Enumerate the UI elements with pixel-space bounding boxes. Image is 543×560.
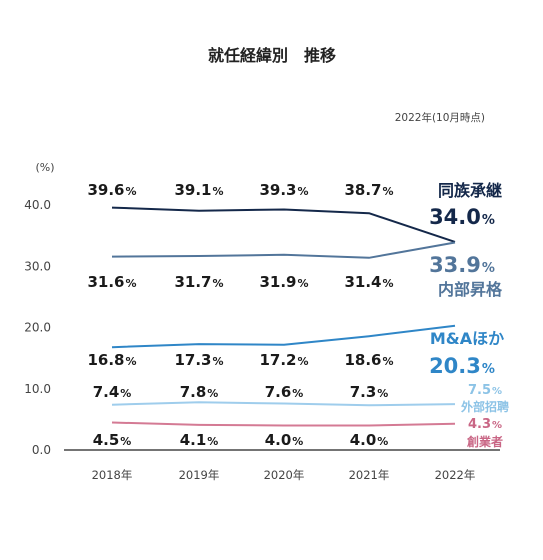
data-label: 7.4% [93,383,132,401]
x-tick-label: 2022年 [435,468,476,482]
data-label: 7.6% [265,383,304,401]
data-labels: 39.6% 39.1% 39.3% 38.7% 31.6% 31.7% 31.9% 31.4%… [87,181,393,449]
data-label: 31.4% [344,273,393,291]
series-name-label: 外部招聘 [461,399,509,414]
y-axis-unit: (%) [35,161,54,174]
x-tick-label: 2021年 [349,468,390,482]
data-label: 4.0% [350,431,389,449]
y-tick-labels: 0.0 10.0 20.0 30.0 40.0 [24,198,51,457]
x-tick-labels: 2018年 2019年 2020年 2021年 2022年 [92,468,476,482]
series-line [111,401,456,407]
data-label: 4.0% [265,431,304,449]
y-tick-label: 20.0 [24,321,51,335]
series-end-value: 20.3% [429,354,495,378]
data-label: 18.6% [344,351,393,369]
series-lines [111,206,456,427]
data-label: 39.1% [174,181,223,199]
y-tick-label: 40.0 [24,198,51,212]
data-label: 31.7% [174,273,223,291]
x-tick-label: 2020年 [264,468,305,482]
y-tick-label: 10.0 [24,382,51,396]
data-label: 4.5% [93,431,132,449]
x-tick-label: 2018年 [92,468,133,482]
y-tick-label: 30.0 [24,259,51,273]
x-tick-label: 2019年 [179,468,220,482]
chart-note: 2022年(10月時点) [395,111,485,124]
series-line [111,421,456,427]
data-label: 31.9% [259,273,308,291]
data-label: 39.3% [259,181,308,199]
series-end-value: 7.5% [468,383,502,398]
data-label: 31.6% [87,273,136,291]
data-label: 4.1% [180,431,219,449]
chart-title: 就任経緯別 推移 [208,46,336,65]
series-line [111,206,456,243]
data-label: 17.3% [174,351,223,369]
y-tick-label: 0.0 [32,443,51,457]
series-line [111,241,456,259]
data-label: 39.6% [87,181,136,199]
data-label: 38.7% [344,181,393,199]
data-label: 16.8% [87,351,136,369]
series-name-label: 創業者 [466,434,503,449]
data-label: 7.3% [350,383,389,401]
series-name-label: M&Aほか [430,329,504,348]
series-name-label: 同族承継 [438,181,502,200]
data-label: 7.8% [180,383,219,401]
series-line [111,324,456,349]
series-end-value: 33.9% [429,253,495,277]
series-name-label: 内部昇格 [438,280,503,299]
data-label: 17.2% [259,351,308,369]
series-end-value: 34.0% [429,205,495,229]
series-end-value: 4.3% [468,417,502,432]
